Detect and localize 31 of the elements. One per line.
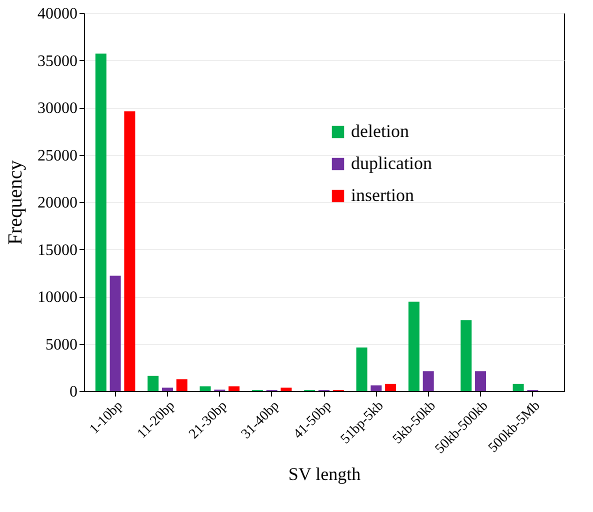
bar — [176, 379, 188, 391]
y-tick-label: 15000 — [38, 242, 78, 259]
y-tick-label: 40000 — [38, 6, 78, 22]
bar — [95, 54, 106, 391]
x-axis-title: SV length — [288, 464, 361, 484]
bar — [280, 388, 292, 391]
y-tick-label: 0 — [70, 384, 78, 400]
bar — [460, 320, 472, 391]
y-tick-label: 5000 — [46, 336, 78, 354]
bar — [200, 386, 211, 391]
bar — [162, 388, 173, 391]
bar — [475, 371, 486, 391]
legend-label: insertion — [351, 185, 414, 205]
legend-label: duplication — [351, 153, 432, 173]
y-tick-label: 35000 — [38, 52, 78, 70]
bar — [370, 385, 382, 391]
bar — [356, 348, 368, 391]
bar — [512, 384, 524, 391]
bar — [422, 371, 434, 391]
y-tick-label: 10000 — [38, 289, 78, 306]
bar — [110, 276, 121, 391]
bar — [228, 386, 240, 391]
bar — [124, 111, 136, 391]
legend-label: deletion — [351, 121, 409, 141]
bar — [408, 302, 420, 391]
y-axis-title: Frequency — [4, 160, 26, 245]
bar — [148, 376, 159, 391]
y-tick-label: 25000 — [38, 147, 78, 164]
bar — [385, 384, 396, 391]
y-tick-label: 30000 — [38, 100, 78, 117]
y-tick-label: 20000 — [38, 194, 78, 212]
